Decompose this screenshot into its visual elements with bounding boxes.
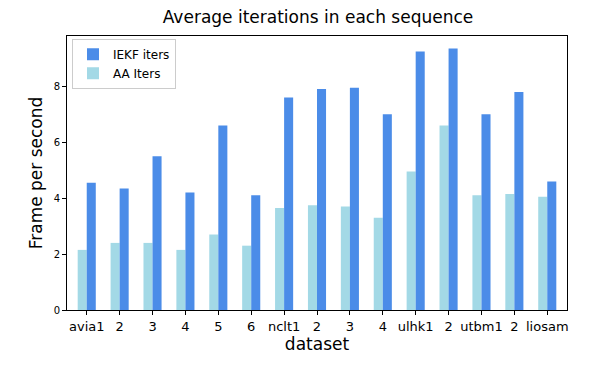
svg-text:IEKF iters: IEKF iters — [113, 48, 169, 62]
svg-text:8: 8 — [54, 81, 60, 92]
svg-text:Frame per second: Frame per second — [26, 97, 46, 250]
svg-text:4: 4 — [181, 319, 189, 334]
svg-text:0: 0 — [54, 305, 60, 316]
svg-text:3: 3 — [346, 319, 354, 334]
svg-text:utbm1: utbm1 — [460, 319, 503, 334]
svg-text:4: 4 — [379, 319, 387, 334]
svg-text:2: 2 — [444, 319, 452, 334]
svg-text:2: 2 — [313, 319, 321, 334]
svg-text:dataset: dataset — [285, 334, 350, 354]
svg-text:5: 5 — [214, 319, 222, 334]
svg-text:AA Iters: AA Iters — [113, 67, 160, 81]
svg-text:6: 6 — [247, 319, 255, 334]
svg-text:2: 2 — [115, 319, 123, 334]
svg-text:liosam: liosam — [526, 319, 569, 334]
svg-text:Average iterations in each seq: Average iterations in each sequence — [163, 7, 474, 27]
svg-text:6: 6 — [54, 137, 60, 148]
svg-text:nclt1: nclt1 — [268, 319, 300, 334]
svg-text:avia1: avia1 — [69, 319, 105, 334]
svg-text:3: 3 — [148, 319, 156, 334]
svg-text:2: 2 — [54, 249, 60, 260]
svg-text:2: 2 — [510, 319, 518, 334]
svg-text:4: 4 — [54, 193, 60, 204]
svg-text:ulhk1: ulhk1 — [398, 319, 434, 334]
